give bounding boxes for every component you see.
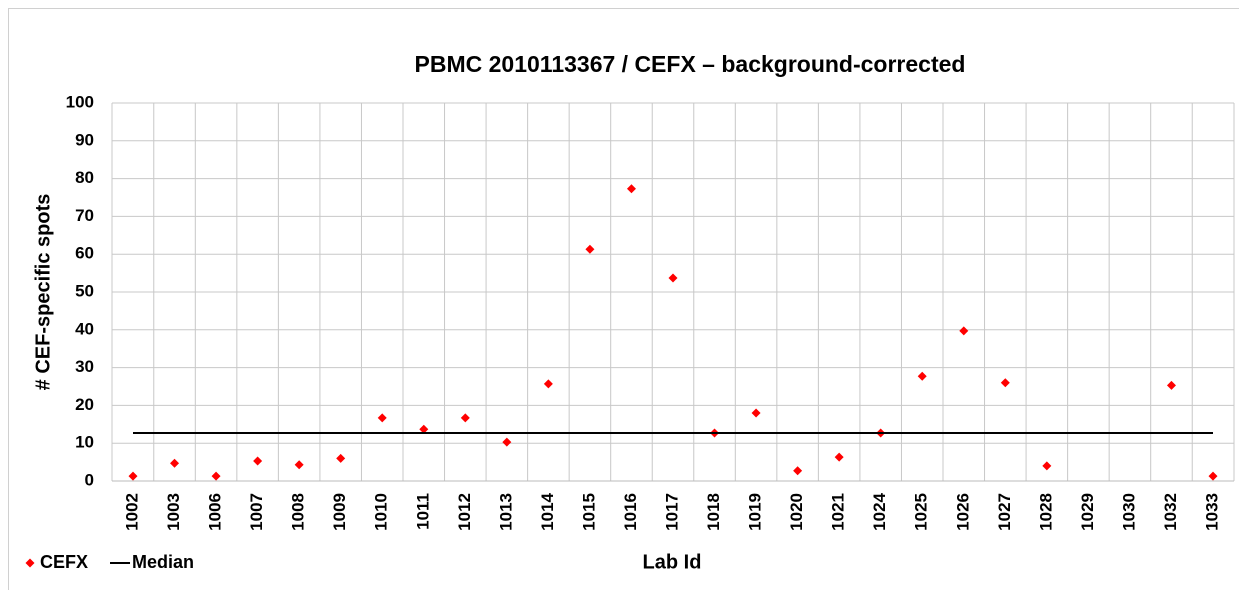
y-tick-label: 40 bbox=[75, 319, 94, 338]
data-point bbox=[1042, 461, 1052, 471]
x-tick-label: 1008 bbox=[289, 493, 308, 531]
data-point bbox=[502, 437, 512, 447]
data-point bbox=[834, 452, 844, 462]
x-tick-label: 1027 bbox=[995, 493, 1014, 531]
x-tick-label: 1011 bbox=[413, 493, 432, 530]
y-tick-label: 90 bbox=[75, 130, 94, 149]
y-tick-label: 50 bbox=[75, 281, 94, 300]
legend-swatch bbox=[25, 558, 35, 568]
x-tick-label: 1017 bbox=[662, 493, 681, 531]
x-tick-label: 1019 bbox=[746, 493, 765, 531]
x-tick-label: 1029 bbox=[1078, 493, 1097, 531]
data-point bbox=[585, 244, 595, 254]
x-tick-label: 1007 bbox=[247, 493, 266, 531]
data-point bbox=[419, 424, 429, 434]
data-point bbox=[253, 456, 263, 466]
x-tick-label: 1012 bbox=[455, 493, 474, 531]
data-point bbox=[460, 413, 470, 423]
y-axis-title: # CEF-specific spots bbox=[32, 194, 54, 391]
y-tick-label: 80 bbox=[75, 168, 94, 187]
x-tick-label: 1018 bbox=[704, 493, 723, 531]
x-axis-title: Lab Id bbox=[643, 551, 702, 573]
data-point bbox=[211, 471, 221, 481]
data-point bbox=[170, 458, 180, 468]
x-tick-label: 1033 bbox=[1202, 493, 1221, 531]
data-point bbox=[626, 184, 636, 194]
x-tick-label: 1028 bbox=[1036, 493, 1055, 531]
data-point bbox=[793, 466, 803, 476]
y-tick-label: 100 bbox=[66, 92, 94, 111]
data-point bbox=[1166, 380, 1176, 390]
data-point bbox=[917, 371, 927, 381]
x-tick-label: 1003 bbox=[164, 493, 183, 531]
data-point bbox=[128, 471, 138, 481]
data-point bbox=[751, 408, 761, 418]
data-point bbox=[294, 460, 304, 470]
chart-border bbox=[8, 8, 1239, 590]
x-tick-label: 1002 bbox=[122, 493, 141, 531]
data-point bbox=[336, 453, 346, 463]
x-tick-label: 1014 bbox=[538, 492, 557, 530]
x-tick-label: 1021 bbox=[829, 493, 848, 531]
x-tick-label: 1010 bbox=[372, 493, 391, 531]
legend-label: CEFX bbox=[40, 552, 88, 572]
chart-title: PBMC 2010113367 / CEFX – background-corr… bbox=[415, 51, 966, 77]
y-tick-label: 0 bbox=[85, 470, 94, 489]
x-tick-label: 1025 bbox=[912, 493, 931, 531]
x-tick-label: 1030 bbox=[1119, 493, 1138, 531]
x-tick-label: 1020 bbox=[787, 493, 806, 531]
data-point bbox=[959, 326, 969, 336]
y-tick-label: 70 bbox=[75, 206, 94, 225]
x-tick-label: 1013 bbox=[496, 493, 515, 531]
data-point bbox=[1208, 471, 1218, 481]
x-tick-label: 1026 bbox=[953, 493, 972, 531]
y-tick-label: 10 bbox=[75, 433, 94, 452]
x-tick-label: 1016 bbox=[621, 493, 640, 531]
data-point bbox=[377, 413, 387, 423]
y-tick-label: 20 bbox=[75, 395, 94, 414]
x-tick-label: 1009 bbox=[330, 493, 349, 531]
data-point bbox=[1000, 378, 1010, 388]
data-point bbox=[668, 273, 678, 283]
x-tick-label: 1006 bbox=[206, 493, 225, 531]
x-tick-label: 1015 bbox=[579, 493, 598, 531]
data-point bbox=[543, 379, 553, 389]
y-tick-label: 60 bbox=[75, 244, 94, 263]
y-tick-label: 30 bbox=[75, 357, 94, 376]
x-tick-label: 1032 bbox=[1161, 493, 1180, 531]
x-tick-label: 1024 bbox=[870, 492, 889, 530]
legend-label: Median bbox=[132, 552, 194, 572]
